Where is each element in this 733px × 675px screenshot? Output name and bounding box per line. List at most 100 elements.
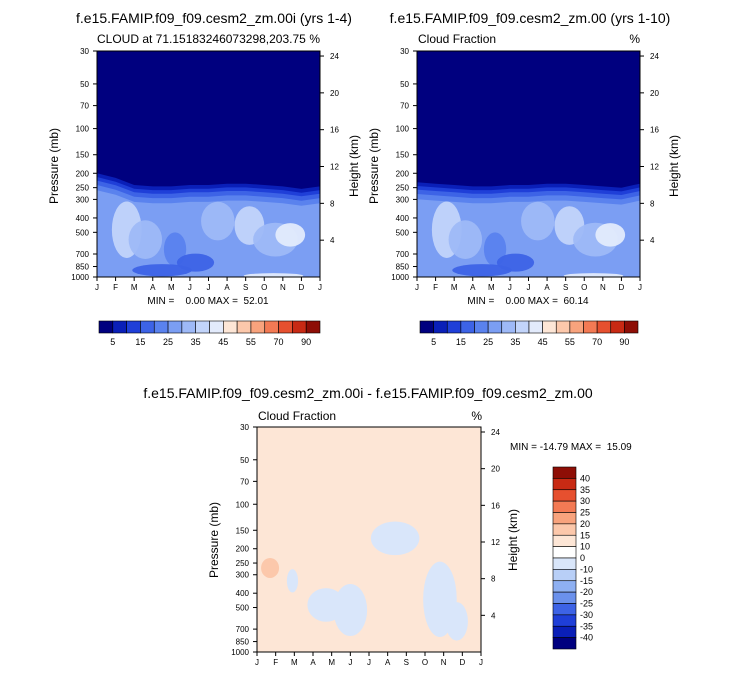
height-tick-label: 4 xyxy=(491,611,496,620)
x-tick-label: J xyxy=(318,283,322,292)
y-tick-label: 500 xyxy=(396,228,410,237)
x-tick-label: F xyxy=(273,658,278,667)
colorbar-label: 15 xyxy=(135,337,145,347)
y-tick-label: 400 xyxy=(236,589,250,598)
x-tick-label: M xyxy=(488,283,495,292)
x-tick-label: J xyxy=(527,283,531,292)
colorbar-label: 90 xyxy=(619,337,629,347)
colorbar-swatch xyxy=(305,320,321,334)
colorbar-label: 25 xyxy=(483,337,493,347)
contour-blob-1 xyxy=(128,220,163,259)
colorbar-swatch xyxy=(624,320,639,334)
x-tick-label: F xyxy=(433,283,438,292)
height-tick-label: 16 xyxy=(491,501,500,510)
x-tick-label: S xyxy=(404,658,409,667)
colorbar-swatch xyxy=(552,546,577,559)
colorbar-swatch xyxy=(552,512,577,525)
colorbar-label: 15 xyxy=(456,337,466,347)
height-tick-label: 24 xyxy=(491,428,500,437)
y-tick-label: 150 xyxy=(236,526,250,535)
y-tick-label: 200 xyxy=(76,169,90,178)
x-tick-label: M xyxy=(291,658,298,667)
x-tick-label: A xyxy=(310,658,316,667)
panel-3-subtitle-left: Cloud Fraction xyxy=(258,409,336,423)
y-tick-label: 1000 xyxy=(71,273,89,282)
y-tick-label: 300 xyxy=(236,571,250,580)
panel-1-title: f.e15.FAMIP.f09_f09.cesm2_zm.00i (yrs 1-… xyxy=(76,10,352,26)
colorbar-label: -30 xyxy=(580,610,593,620)
panel-3-height-axis-label: Height (km) xyxy=(506,509,520,571)
y-tick-label: 70 xyxy=(400,102,409,111)
y-tick-label: 100 xyxy=(396,125,410,134)
colorbar-label: -35 xyxy=(580,621,593,631)
y-tick-label: 30 xyxy=(240,423,249,432)
panel-3-min-max: MIN = -14.79 MAX = 15.09 xyxy=(510,442,632,453)
colorbar-label: 25 xyxy=(163,337,173,347)
panel-2-height-axis-label: Height (km) xyxy=(667,135,681,197)
colorbar-label: 45 xyxy=(538,337,548,347)
height-tick-label: 8 xyxy=(650,199,655,208)
x-tick-label: A xyxy=(470,283,476,292)
contour-blob-8 xyxy=(452,264,512,277)
colorbar-label: 25 xyxy=(580,508,590,518)
contour-blob-5 xyxy=(595,223,626,247)
colorbar-label: 30 xyxy=(580,496,590,506)
height-tick-label: 4 xyxy=(650,236,655,245)
colorbar-swatch xyxy=(112,320,127,334)
colorbar-label: 35 xyxy=(191,337,201,347)
y-tick-label: 200 xyxy=(236,545,250,554)
panel-1-subtitle-right: % xyxy=(309,32,320,46)
panel-3-difference: f.e15.FAMIP.f09_f09.cesm2_zm.00i - f.e15… xyxy=(143,385,632,667)
x-tick-label: D xyxy=(459,658,465,667)
colorbar-swatch xyxy=(552,603,577,616)
height-tick-label: 20 xyxy=(330,89,339,98)
y-tick-label: 200 xyxy=(396,169,410,178)
y-tick-label: 50 xyxy=(240,456,249,465)
colorbar-swatch xyxy=(610,320,625,334)
panel-2-subtitle-left: Cloud Fraction xyxy=(418,32,496,46)
contour-band-28 xyxy=(417,199,640,277)
y-tick-label: 850 xyxy=(236,638,250,647)
colorbar-swatch xyxy=(552,500,577,513)
colorbar-swatch xyxy=(292,320,307,334)
colorbar-swatch xyxy=(195,320,210,334)
height-tick-label: 8 xyxy=(330,199,335,208)
x-tick-label: N xyxy=(441,658,447,667)
contour-negative-0 xyxy=(370,521,420,556)
colorbar-swatch xyxy=(209,320,224,334)
y-tick-label: 1000 xyxy=(391,273,409,282)
panel-1-colorbar: 5 15 25 35 45 55 70 90 xyxy=(98,320,321,347)
height-tick-label: 4 xyxy=(330,236,335,245)
panel-3-subtitle-right: % xyxy=(471,409,482,423)
y-tick-label: 400 xyxy=(396,214,410,223)
contour-blob-9 xyxy=(563,273,624,277)
contour-blob-1 xyxy=(448,220,483,259)
colorbar-swatch xyxy=(552,614,577,627)
colorbar-swatch xyxy=(126,320,141,334)
y-tick-label: 1000 xyxy=(231,648,249,657)
contour-negative-5 xyxy=(307,588,345,622)
y-tick-label: 150 xyxy=(76,151,90,160)
panel-2-subtitle-right: % xyxy=(629,32,640,46)
height-tick-label: 12 xyxy=(330,163,339,172)
x-tick-label: A xyxy=(544,283,550,292)
x-tick-label: J xyxy=(188,283,192,292)
colorbar-swatch xyxy=(433,320,448,334)
colorbar-swatch xyxy=(552,534,577,547)
x-tick-label: J xyxy=(207,283,211,292)
x-tick-label: M xyxy=(328,658,335,667)
colorbar-swatch xyxy=(552,625,577,638)
x-tick-label: J xyxy=(348,658,352,667)
y-tick-label: 30 xyxy=(400,47,409,56)
colorbar-swatch xyxy=(552,478,577,491)
y-tick-label: 250 xyxy=(76,184,90,193)
x-tick-label: A xyxy=(224,283,230,292)
y-tick-label: 700 xyxy=(396,250,410,259)
x-tick-label: J xyxy=(415,283,419,292)
y-tick-label: 500 xyxy=(236,604,250,613)
colorbar-swatch xyxy=(542,320,557,334)
